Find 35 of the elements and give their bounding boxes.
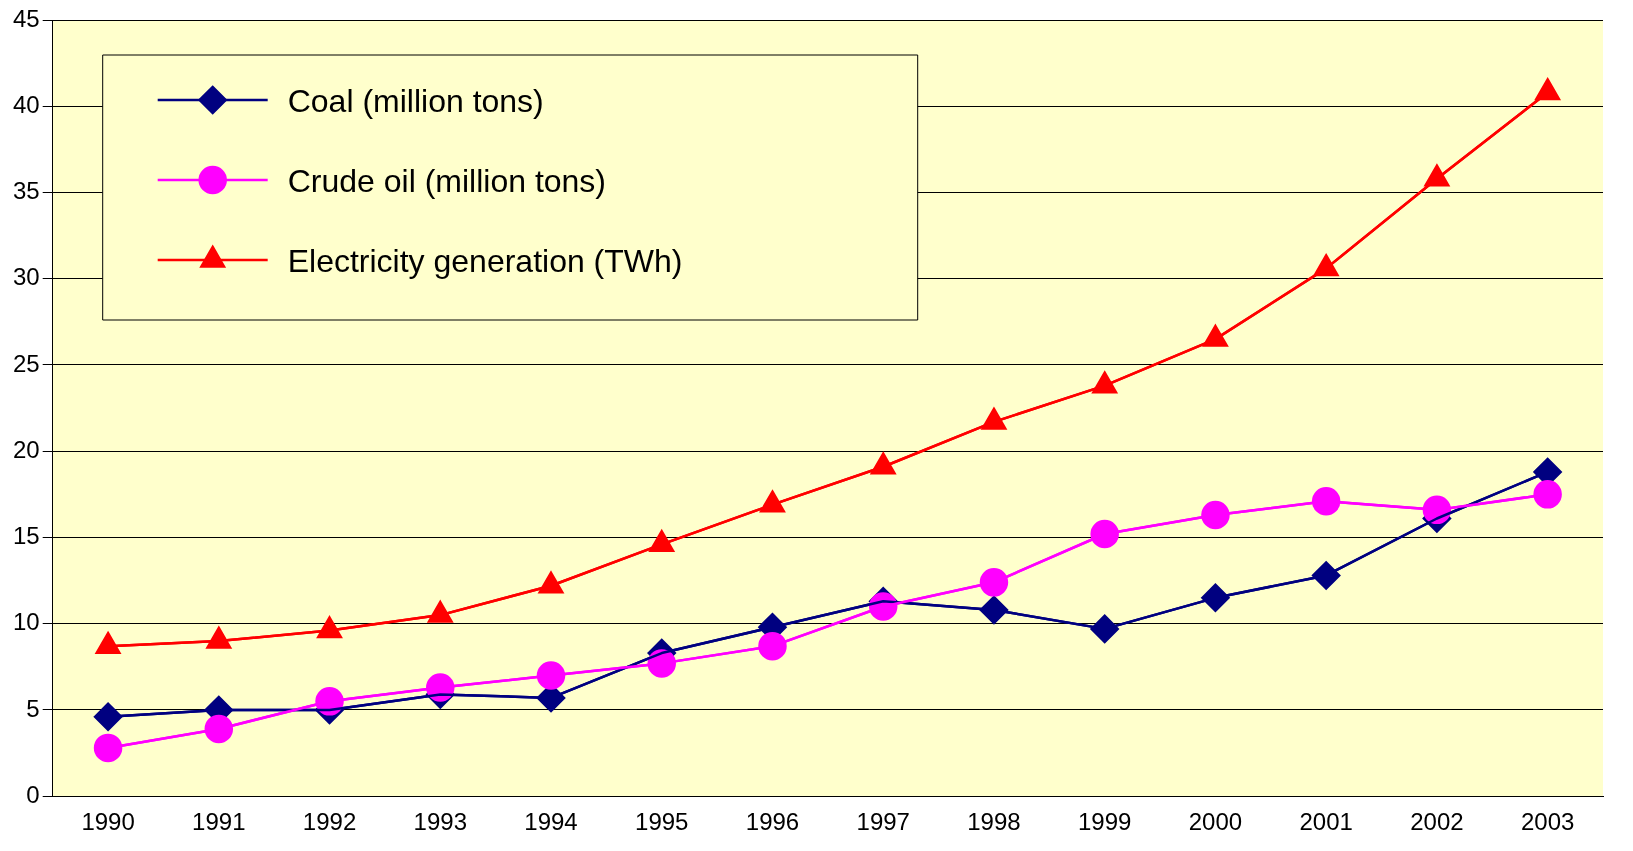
point [1533, 480, 1562, 509]
point [93, 733, 123, 763]
x-tick-label: 1991 [192, 808, 246, 836]
x-tick-label: 1996 [745, 808, 800, 836]
y-tick-label: 0 [26, 780, 40, 808]
y-tick-label: 25 [12, 349, 40, 377]
legend-label: Coal (million tons) [287, 82, 544, 119]
x-tick-label: 2003 [1520, 808, 1575, 836]
x-tick-label: 1999 [1077, 808, 1132, 836]
point [536, 661, 566, 690]
x-tick-label: 1993 [413, 808, 467, 836]
y-tick-label: 5 [26, 694, 40, 722]
legend-label: Crude oil (million tons) [287, 162, 607, 199]
y-tick-label: 35 [12, 177, 40, 205]
x-tick-label: 1990 [81, 808, 135, 836]
point [1201, 500, 1230, 530]
x-tick-label: 2001 [1299, 808, 1353, 836]
y-tick-label: 15 [12, 522, 40, 550]
x-tick-label: 1995 [635, 808, 689, 836]
y-tick-label: 40 [12, 90, 40, 118]
x-tick-label: 1992 [302, 808, 357, 836]
x-tick-label: 2000 [1188, 808, 1243, 836]
x-tick-label: 2002 [1410, 808, 1464, 836]
point [1535, 78, 1561, 101]
y-tick-label: 10 [12, 608, 40, 636]
x-tick-label: 1994 [524, 808, 578, 836]
y-tick-label: 30 [12, 263, 40, 291]
legend-label: Electricity generation (TWh) [287, 242, 683, 279]
y-tick-label: 20 [12, 435, 40, 463]
y-tick-label: 45 [12, 4, 40, 32]
x-tick-label: 1998 [967, 808, 1021, 836]
point [1311, 561, 1341, 590]
point [758, 631, 787, 661]
point [1201, 583, 1230, 613]
x-tick-label: 1997 [856, 808, 910, 836]
